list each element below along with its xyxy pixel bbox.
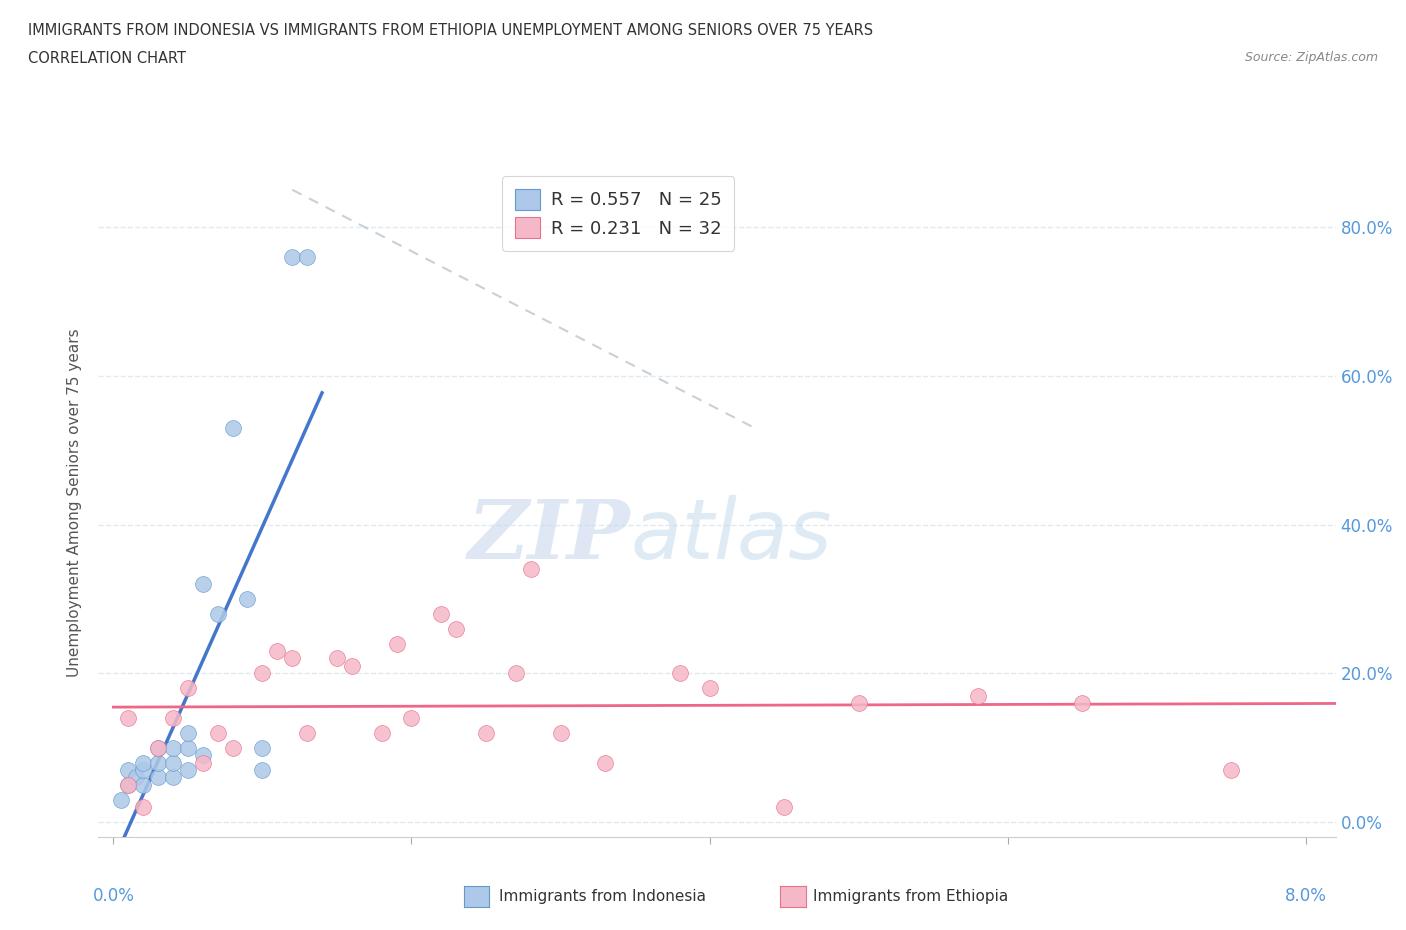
Point bbox=[295, 725, 318, 740]
Point bbox=[191, 755, 214, 770]
Point bbox=[191, 748, 214, 763]
Point bbox=[370, 725, 392, 740]
Text: 8.0%: 8.0% bbox=[1285, 887, 1327, 905]
Point bbox=[444, 621, 467, 636]
Point bbox=[1071, 696, 1094, 711]
Point bbox=[252, 740, 274, 755]
Text: 0.0%: 0.0% bbox=[93, 887, 134, 905]
Point bbox=[252, 763, 274, 777]
Point bbox=[191, 577, 214, 591]
Point bbox=[281, 249, 304, 264]
Point bbox=[132, 777, 155, 792]
Point bbox=[146, 740, 169, 755]
Point bbox=[117, 763, 139, 777]
Point bbox=[550, 725, 572, 740]
Point bbox=[519, 562, 541, 577]
Point bbox=[699, 681, 721, 696]
Point bbox=[236, 591, 259, 606]
Text: Immigrants from Ethiopia: Immigrants from Ethiopia bbox=[813, 889, 1008, 904]
Point bbox=[1220, 763, 1243, 777]
Y-axis label: Unemployment Among Seniors over 75 years: Unemployment Among Seniors over 75 years bbox=[67, 328, 83, 676]
Text: ZIP: ZIP bbox=[468, 496, 630, 576]
Point bbox=[385, 636, 408, 651]
Point bbox=[117, 777, 139, 792]
Point bbox=[177, 725, 200, 740]
Point bbox=[146, 770, 169, 785]
Point bbox=[132, 755, 155, 770]
Point bbox=[162, 755, 184, 770]
Point bbox=[848, 696, 870, 711]
Point bbox=[430, 606, 453, 621]
Text: IMMIGRANTS FROM INDONESIA VS IMMIGRANTS FROM ETHIOPIA UNEMPLOYMENT AMONG SENIORS: IMMIGRANTS FROM INDONESIA VS IMMIGRANTS … bbox=[28, 23, 873, 38]
Point bbox=[117, 711, 139, 725]
Point bbox=[340, 658, 363, 673]
Point bbox=[207, 606, 229, 621]
Legend: R = 0.557   N = 25, R = 0.231   N = 32: R = 0.557 N = 25, R = 0.231 N = 32 bbox=[502, 177, 734, 251]
Point bbox=[146, 755, 169, 770]
Point bbox=[401, 711, 423, 725]
Point bbox=[132, 763, 155, 777]
Point bbox=[177, 740, 200, 755]
Point bbox=[132, 800, 155, 815]
Point bbox=[207, 725, 229, 740]
Point bbox=[252, 666, 274, 681]
Point bbox=[967, 688, 990, 703]
Point bbox=[475, 725, 498, 740]
Point bbox=[162, 740, 184, 755]
Point bbox=[295, 249, 318, 264]
Text: Immigrants from Indonesia: Immigrants from Indonesia bbox=[499, 889, 706, 904]
Point bbox=[281, 651, 304, 666]
Point bbox=[593, 755, 616, 770]
Point bbox=[110, 792, 132, 807]
Point bbox=[773, 800, 796, 815]
Text: atlas: atlas bbox=[630, 495, 832, 577]
Point bbox=[668, 666, 690, 681]
Point bbox=[162, 711, 184, 725]
Point bbox=[146, 740, 169, 755]
Point bbox=[221, 740, 243, 755]
Text: Source: ZipAtlas.com: Source: ZipAtlas.com bbox=[1244, 51, 1378, 64]
Text: CORRELATION CHART: CORRELATION CHART bbox=[28, 51, 186, 66]
Point bbox=[326, 651, 349, 666]
Point bbox=[221, 420, 243, 435]
Point bbox=[177, 763, 200, 777]
Point bbox=[125, 770, 148, 785]
Point bbox=[505, 666, 527, 681]
Point bbox=[266, 644, 288, 658]
Point bbox=[162, 770, 184, 785]
Point bbox=[117, 777, 139, 792]
Point bbox=[177, 681, 200, 696]
